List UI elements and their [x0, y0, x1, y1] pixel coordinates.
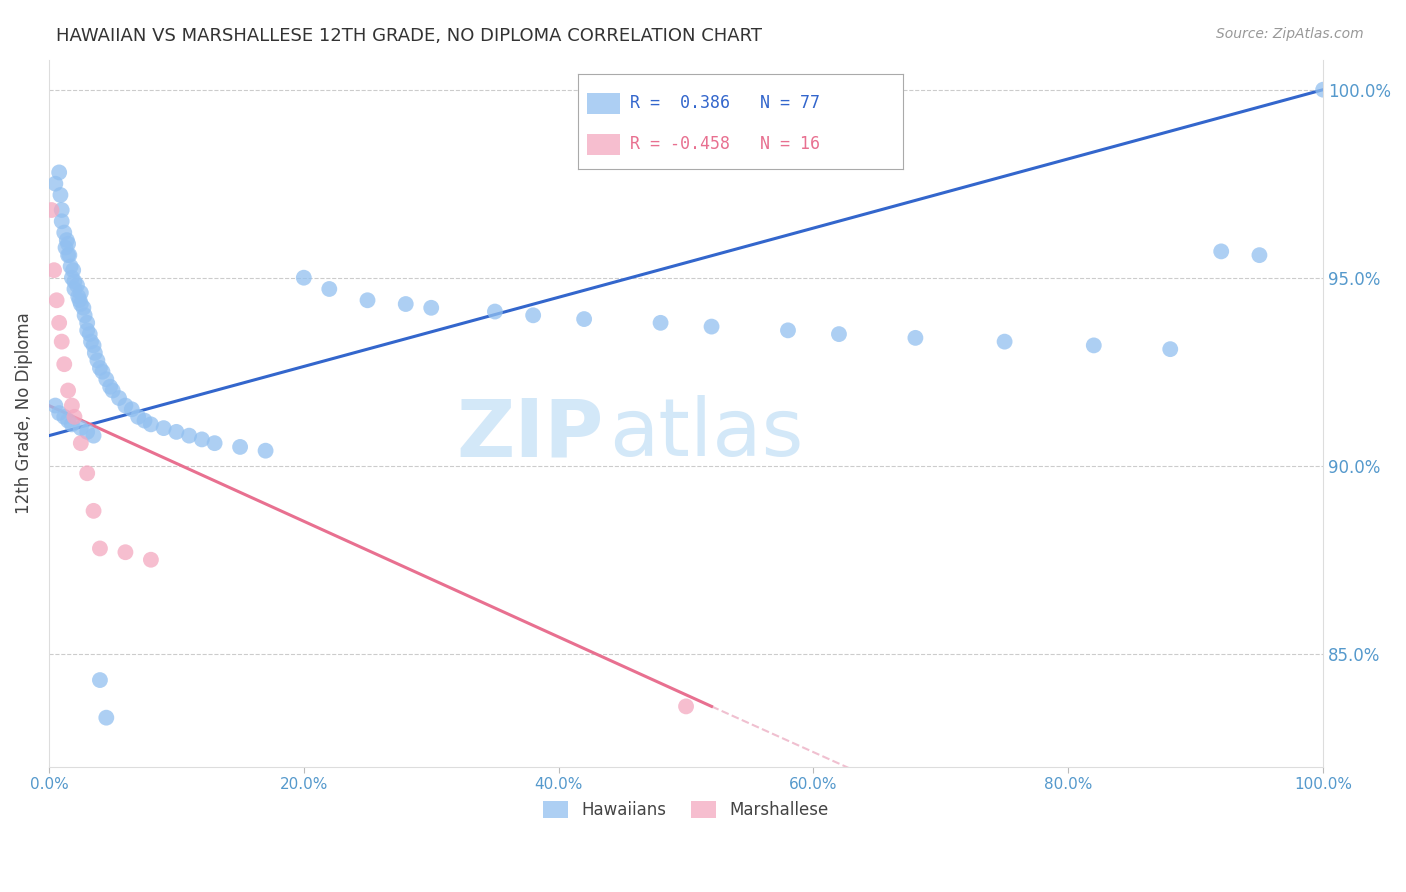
Text: ZIP: ZIP — [456, 395, 603, 474]
Point — [69, 285, 91, 300]
Point — [76, 316, 98, 330]
Point — [134, 414, 156, 428]
Point — [53, 357, 76, 371]
Point — [44, 399, 66, 413]
Point — [67, 289, 90, 303]
Point — [292, 270, 315, 285]
Point — [204, 436, 226, 450]
Point — [60, 270, 83, 285]
Point — [66, 278, 89, 293]
Point — [63, 282, 86, 296]
Point — [395, 297, 418, 311]
Point — [828, 327, 851, 342]
Legend: Hawaiians, Marshallese: Hawaiians, Marshallese — [537, 794, 835, 825]
Point — [96, 372, 118, 386]
Point — [98, 380, 121, 394]
Point — [420, 301, 443, 315]
Point — [42, 263, 65, 277]
Point — [63, 275, 86, 289]
Point — [48, 406, 70, 420]
Point — [121, 402, 143, 417]
Point — [152, 421, 174, 435]
Point — [1249, 248, 1271, 262]
Point — [675, 699, 697, 714]
Point — [139, 417, 162, 432]
Point — [318, 282, 340, 296]
Point — [229, 440, 252, 454]
Point — [83, 338, 105, 352]
Point — [44, 177, 66, 191]
Point — [56, 248, 79, 262]
Point — [101, 384, 124, 398]
Point — [114, 545, 136, 559]
Point — [83, 346, 105, 360]
Point — [56, 233, 79, 247]
Point — [69, 436, 91, 450]
Point — [56, 236, 79, 251]
Point — [80, 334, 103, 349]
Point — [56, 414, 79, 428]
Point — [69, 421, 91, 435]
Point — [572, 312, 595, 326]
Point — [51, 214, 73, 228]
Point — [53, 409, 76, 424]
Point — [994, 334, 1017, 349]
Point — [60, 399, 83, 413]
Point — [114, 399, 136, 413]
Point — [55, 241, 77, 255]
Point — [76, 467, 98, 481]
Text: HAWAIIAN VS MARSHALLESE 12TH GRADE, NO DIPLOMA CORRELATION CHART: HAWAIIAN VS MARSHALLESE 12TH GRADE, NO D… — [56, 27, 762, 45]
Point — [484, 304, 506, 318]
Point — [86, 353, 108, 368]
Point — [91, 365, 114, 379]
Point — [58, 248, 80, 262]
Point — [69, 297, 91, 311]
Point — [83, 428, 105, 442]
Text: atlas: atlas — [610, 395, 804, 474]
Point — [356, 293, 378, 308]
Point — [1083, 338, 1105, 352]
Point — [49, 188, 72, 202]
Point — [139, 553, 162, 567]
Point — [63, 409, 86, 424]
Point — [127, 409, 149, 424]
Point — [62, 263, 84, 277]
Point — [165, 425, 187, 439]
Point — [69, 293, 91, 308]
Point — [191, 433, 214, 447]
Point — [73, 308, 96, 322]
Point — [89, 361, 111, 376]
Y-axis label: 12th Grade, No Diploma: 12th Grade, No Diploma — [15, 312, 32, 514]
Point — [48, 165, 70, 179]
Point — [89, 673, 111, 687]
Point — [76, 425, 98, 439]
Point — [53, 226, 76, 240]
Point — [89, 541, 111, 556]
Point — [60, 417, 83, 432]
Point — [83, 504, 105, 518]
Point — [41, 202, 63, 217]
Point — [254, 443, 277, 458]
Point — [96, 711, 118, 725]
Point — [1159, 342, 1181, 356]
Point — [56, 384, 79, 398]
Point — [1312, 83, 1334, 97]
Point — [76, 323, 98, 337]
Point — [45, 293, 67, 308]
Point — [776, 323, 799, 337]
Point — [51, 202, 73, 217]
Point — [904, 331, 927, 345]
Point — [650, 316, 672, 330]
Point — [51, 334, 73, 349]
Point — [59, 260, 82, 274]
Point — [700, 319, 723, 334]
Point — [48, 316, 70, 330]
Point — [72, 301, 94, 315]
Point — [108, 391, 131, 405]
Point — [79, 327, 101, 342]
Point — [522, 308, 544, 322]
Point — [179, 428, 201, 442]
Text: Source: ZipAtlas.com: Source: ZipAtlas.com — [1216, 27, 1364, 41]
Point — [1211, 244, 1233, 259]
